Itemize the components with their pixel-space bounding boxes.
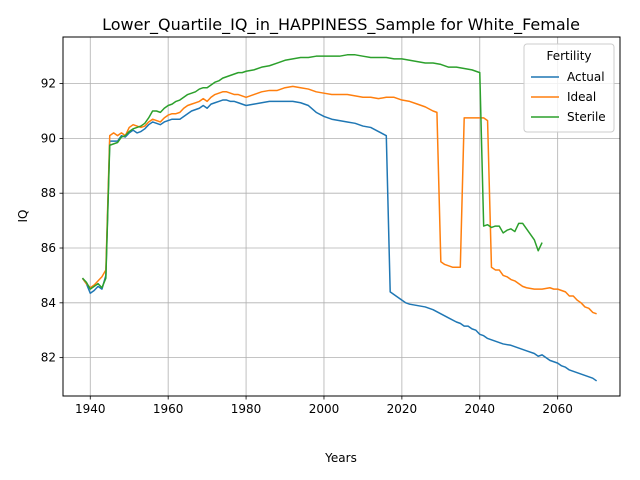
- legend-title: Fertility: [546, 49, 591, 63]
- x-tick-label: 2040: [465, 402, 496, 416]
- x-tick-label: 1960: [153, 402, 184, 416]
- x-tick-label: 1980: [231, 402, 262, 416]
- legend-label-sterile: Sterile: [567, 110, 606, 124]
- x-tick-label: 2000: [309, 402, 340, 416]
- x-tick-label: 2060: [542, 402, 573, 416]
- legend: Fertility Actual Ideal Sterile: [523, 43, 615, 133]
- x-tick-label: 2020: [387, 402, 418, 416]
- y-tick-label: 84: [41, 296, 56, 310]
- legend-label-actual: Actual: [567, 70, 605, 84]
- chart-title: Lower_Quartile_IQ_in_HAPPINESS_Sample fo…: [102, 15, 580, 35]
- x-axis-ticks: 1940 1960 1980 2000 2020 2040 2060: [75, 396, 573, 416]
- y-tick-label: 82: [41, 351, 56, 365]
- x-axis-label: Years: [324, 451, 357, 465]
- x-tick-label: 1940: [75, 402, 106, 416]
- y-tick-label: 88: [41, 186, 56, 200]
- legend-label-ideal: Ideal: [567, 90, 596, 104]
- series-line-sterile: [81, 54, 543, 290]
- legend-box: [523, 43, 615, 133]
- y-axis-ticks: 82 84 86 88 90 92: [41, 77, 63, 365]
- series-line-actual: [81, 99, 598, 382]
- plot-frame: [62, 36, 621, 397]
- y-tick-label: 90: [41, 131, 56, 145]
- series-line-ideal: [81, 85, 597, 315]
- y-axis-label: IQ: [16, 210, 30, 223]
- y-tick-label: 86: [41, 241, 56, 255]
- series-lines: [81, 54, 598, 382]
- y-tick-label: 92: [41, 77, 56, 91]
